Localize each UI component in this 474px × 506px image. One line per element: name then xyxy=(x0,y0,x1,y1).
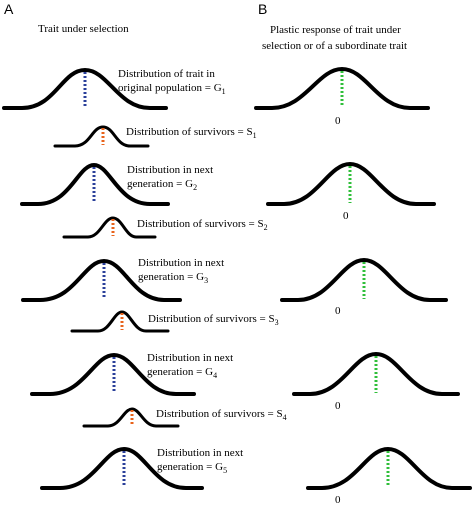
g3-distribution xyxy=(21,259,182,302)
g1-label-text: original population = G xyxy=(118,82,222,94)
s2-curve xyxy=(62,216,157,239)
s3-subscript: 3 xyxy=(275,318,279,327)
g4-distribution xyxy=(30,353,196,396)
g3-label-text: generation = G xyxy=(138,271,204,283)
s1-distribution xyxy=(53,125,150,148)
s4-curve xyxy=(82,407,180,428)
g5-subscript: 5 xyxy=(223,466,227,475)
g3-curve xyxy=(21,259,182,302)
s1-label-text: Distribution of survivors = S xyxy=(126,126,253,138)
panel-a-letter: A xyxy=(4,1,14,17)
s4-subscript: 4 xyxy=(283,413,287,422)
g4-subscript: 4 xyxy=(213,371,217,380)
g1-distribution xyxy=(2,68,168,110)
s2-subscript: 2 xyxy=(264,223,268,232)
panel-b-title-line1: Plastic response of trait under xyxy=(270,24,401,36)
zero-label-5: 0 xyxy=(335,494,341,506)
g4-label-line1: Distribution in next xyxy=(147,352,233,364)
plastic-distribution-2 xyxy=(266,162,436,206)
s1-label: Distribution of survivors = S1 xyxy=(126,126,257,140)
g2-subscript: 2 xyxy=(193,183,197,192)
s1-subscript: 1 xyxy=(253,131,257,140)
zero-label-4: 0 xyxy=(335,400,341,412)
zero-label-2: 0 xyxy=(343,210,349,222)
g1-subscript: 1 xyxy=(222,87,226,96)
plastic-curve-3 xyxy=(280,258,448,302)
g2-label-line2: generation = G2 xyxy=(127,178,197,192)
g1-label-line1: Distribution of trait in xyxy=(118,68,215,80)
plastic-curve-4 xyxy=(292,352,460,396)
g4-curve xyxy=(30,353,196,396)
plastic-distribution-3 xyxy=(280,258,448,302)
g3-label-line1: Distribution in next xyxy=(138,257,224,269)
panel-a-title: Trait under selection xyxy=(38,23,129,35)
s2-distribution xyxy=(62,216,157,239)
g2-label-text: generation = G xyxy=(127,178,193,190)
zero-label-3: 0 xyxy=(335,305,341,317)
g1-label-line2: original population = G1 xyxy=(118,82,226,96)
g1-curve xyxy=(2,68,168,110)
plastic-curve-5 xyxy=(306,447,472,490)
g3-subscript: 3 xyxy=(204,276,208,285)
panel-b-letter: B xyxy=(258,1,267,17)
g2-curve xyxy=(20,163,170,206)
plastic-distribution-1 xyxy=(254,67,430,110)
g4-label-line2: generation = G4 xyxy=(147,366,217,380)
g5-label-line2: generation = G5 xyxy=(157,461,227,475)
s4-distribution xyxy=(82,407,180,428)
s3-curve xyxy=(70,310,170,333)
plastic-distribution-5 xyxy=(306,447,472,490)
g5-label-line1: Distribution in next xyxy=(157,447,243,459)
g3-label-line2: generation = G3 xyxy=(138,271,208,285)
zero-label-1: 0 xyxy=(335,115,341,127)
g2-label-line1: Distribution in next xyxy=(127,164,213,176)
g5-label-text: generation = G xyxy=(157,461,223,473)
s2-label-text: Distribution of survivors = S xyxy=(137,218,264,230)
g5-distribution xyxy=(40,447,204,490)
plastic-curve-1 xyxy=(254,67,430,110)
s4-label-text: Distribution of survivors = S xyxy=(156,408,283,420)
panel-b-title-line2: selection or of a subordinate trait xyxy=(262,40,407,52)
s3-label-text: Distribution of survivors = S xyxy=(148,313,275,325)
plastic-distribution-4 xyxy=(292,352,460,396)
plastic-curve-2 xyxy=(266,162,436,206)
s3-label: Distribution of survivors = S3 xyxy=(148,313,279,327)
s2-label: Distribution of survivors = S2 xyxy=(137,218,268,232)
g5-curve xyxy=(40,447,204,490)
s4-label: Distribution of survivors = S4 xyxy=(156,408,287,422)
g4-label-text: generation = G xyxy=(147,366,213,378)
g2-distribution xyxy=(20,163,170,206)
s3-distribution xyxy=(70,310,170,333)
s1-curve xyxy=(53,125,150,148)
